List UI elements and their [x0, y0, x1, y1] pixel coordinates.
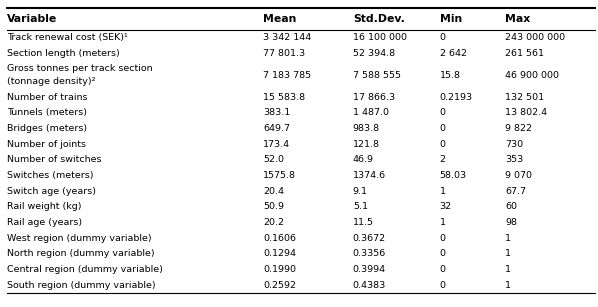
Text: Track renewal cost (SEK)¹: Track renewal cost (SEK)¹: [7, 33, 128, 42]
Text: 173.4: 173.4: [263, 140, 290, 149]
Text: 58.03: 58.03: [440, 171, 466, 180]
Text: 0.1990: 0.1990: [263, 265, 296, 274]
Text: Central region (dummy variable): Central region (dummy variable): [7, 265, 163, 274]
Text: 353: 353: [505, 155, 524, 164]
Text: 5.1: 5.1: [353, 202, 368, 211]
Text: 649.7: 649.7: [263, 124, 290, 133]
Text: 1: 1: [440, 187, 446, 196]
Text: 32: 32: [440, 202, 451, 211]
Text: 0: 0: [440, 281, 446, 290]
Text: Number of switches: Number of switches: [7, 155, 102, 164]
Text: 9.1: 9.1: [353, 187, 368, 196]
Text: 0.3356: 0.3356: [353, 249, 386, 258]
Text: 1374.6: 1374.6: [353, 171, 386, 180]
Text: 0: 0: [440, 124, 446, 133]
Text: Number of joints: Number of joints: [7, 140, 86, 149]
Text: 16 100 000: 16 100 000: [353, 33, 407, 42]
Text: 383.1: 383.1: [263, 108, 291, 117]
Text: 7 183 785: 7 183 785: [263, 71, 311, 80]
Text: 0.3672: 0.3672: [353, 234, 386, 243]
Text: Switch age (years): Switch age (years): [7, 187, 96, 196]
Text: 9 822: 9 822: [505, 124, 532, 133]
Text: 1: 1: [505, 249, 511, 258]
Text: 15.8: 15.8: [440, 71, 460, 80]
Text: 1 487.0: 1 487.0: [353, 108, 389, 117]
Text: 46.9: 46.9: [353, 155, 374, 164]
Text: Section length (meters): Section length (meters): [7, 49, 120, 58]
Text: 11.5: 11.5: [353, 218, 374, 227]
Text: 7 588 555: 7 588 555: [353, 71, 401, 80]
Text: 132 501: 132 501: [505, 93, 544, 102]
Text: 20.4: 20.4: [263, 187, 284, 196]
Text: 0.4383: 0.4383: [353, 281, 386, 290]
Text: 67.7: 67.7: [505, 187, 526, 196]
Text: 0.3994: 0.3994: [353, 265, 386, 274]
Text: 52.0: 52.0: [263, 155, 284, 164]
Text: 1: 1: [505, 281, 511, 290]
Text: Switches (meters): Switches (meters): [7, 171, 94, 180]
Text: 0.1294: 0.1294: [263, 249, 296, 258]
Text: Max: Max: [505, 14, 530, 24]
Text: 3 342 144: 3 342 144: [263, 33, 312, 42]
Text: (tonnage density)²: (tonnage density)²: [7, 77, 96, 86]
Text: Rail age (years): Rail age (years): [7, 218, 83, 227]
Text: 52 394.8: 52 394.8: [353, 49, 395, 58]
Text: Number of trains: Number of trains: [7, 93, 88, 102]
Text: 730: 730: [505, 140, 523, 149]
Text: 0: 0: [440, 265, 446, 274]
Text: Variable: Variable: [7, 14, 57, 24]
Text: 60: 60: [505, 202, 517, 211]
Text: 46 900 000: 46 900 000: [505, 71, 559, 80]
Text: 1: 1: [440, 218, 446, 227]
Text: 0: 0: [440, 33, 446, 42]
Text: Gross tonnes per track section: Gross tonnes per track section: [7, 64, 153, 73]
Text: 98: 98: [505, 218, 517, 227]
Text: 243 000 000: 243 000 000: [505, 33, 566, 42]
Text: 77 801.3: 77 801.3: [263, 49, 305, 58]
Text: North region (dummy variable): North region (dummy variable): [7, 249, 155, 258]
Text: 20.2: 20.2: [263, 218, 284, 227]
Text: 0.1606: 0.1606: [263, 234, 296, 243]
Text: 0.2592: 0.2592: [263, 281, 296, 290]
Text: 0.2193: 0.2193: [440, 93, 472, 102]
Text: Mean: Mean: [263, 14, 297, 24]
Text: 1: 1: [505, 265, 511, 274]
Text: 2 642: 2 642: [440, 49, 466, 58]
Text: 1: 1: [505, 234, 511, 243]
Text: 0: 0: [440, 249, 446, 258]
Text: 17 866.3: 17 866.3: [353, 93, 395, 102]
Text: 261 561: 261 561: [505, 49, 544, 58]
Text: 0: 0: [440, 140, 446, 149]
Text: Tunnels (meters): Tunnels (meters): [7, 108, 87, 117]
Text: 0: 0: [440, 108, 446, 117]
Text: Std.Dev.: Std.Dev.: [353, 14, 405, 24]
Text: 9 070: 9 070: [505, 171, 532, 180]
Text: 15 583.8: 15 583.8: [263, 93, 305, 102]
Text: 0: 0: [440, 234, 446, 243]
Text: 983.8: 983.8: [353, 124, 380, 133]
Text: Min: Min: [440, 14, 462, 24]
Text: Rail weight (kg): Rail weight (kg): [7, 202, 82, 211]
Text: 2: 2: [440, 155, 446, 164]
Text: 13 802.4: 13 802.4: [505, 108, 547, 117]
Text: West region (dummy variable): West region (dummy variable): [7, 234, 152, 243]
Text: 50.9: 50.9: [263, 202, 284, 211]
Text: 121.8: 121.8: [353, 140, 380, 149]
Text: South region (dummy variable): South region (dummy variable): [7, 281, 156, 290]
Text: 1575.8: 1575.8: [263, 171, 296, 180]
Text: Bridges (meters): Bridges (meters): [7, 124, 87, 133]
